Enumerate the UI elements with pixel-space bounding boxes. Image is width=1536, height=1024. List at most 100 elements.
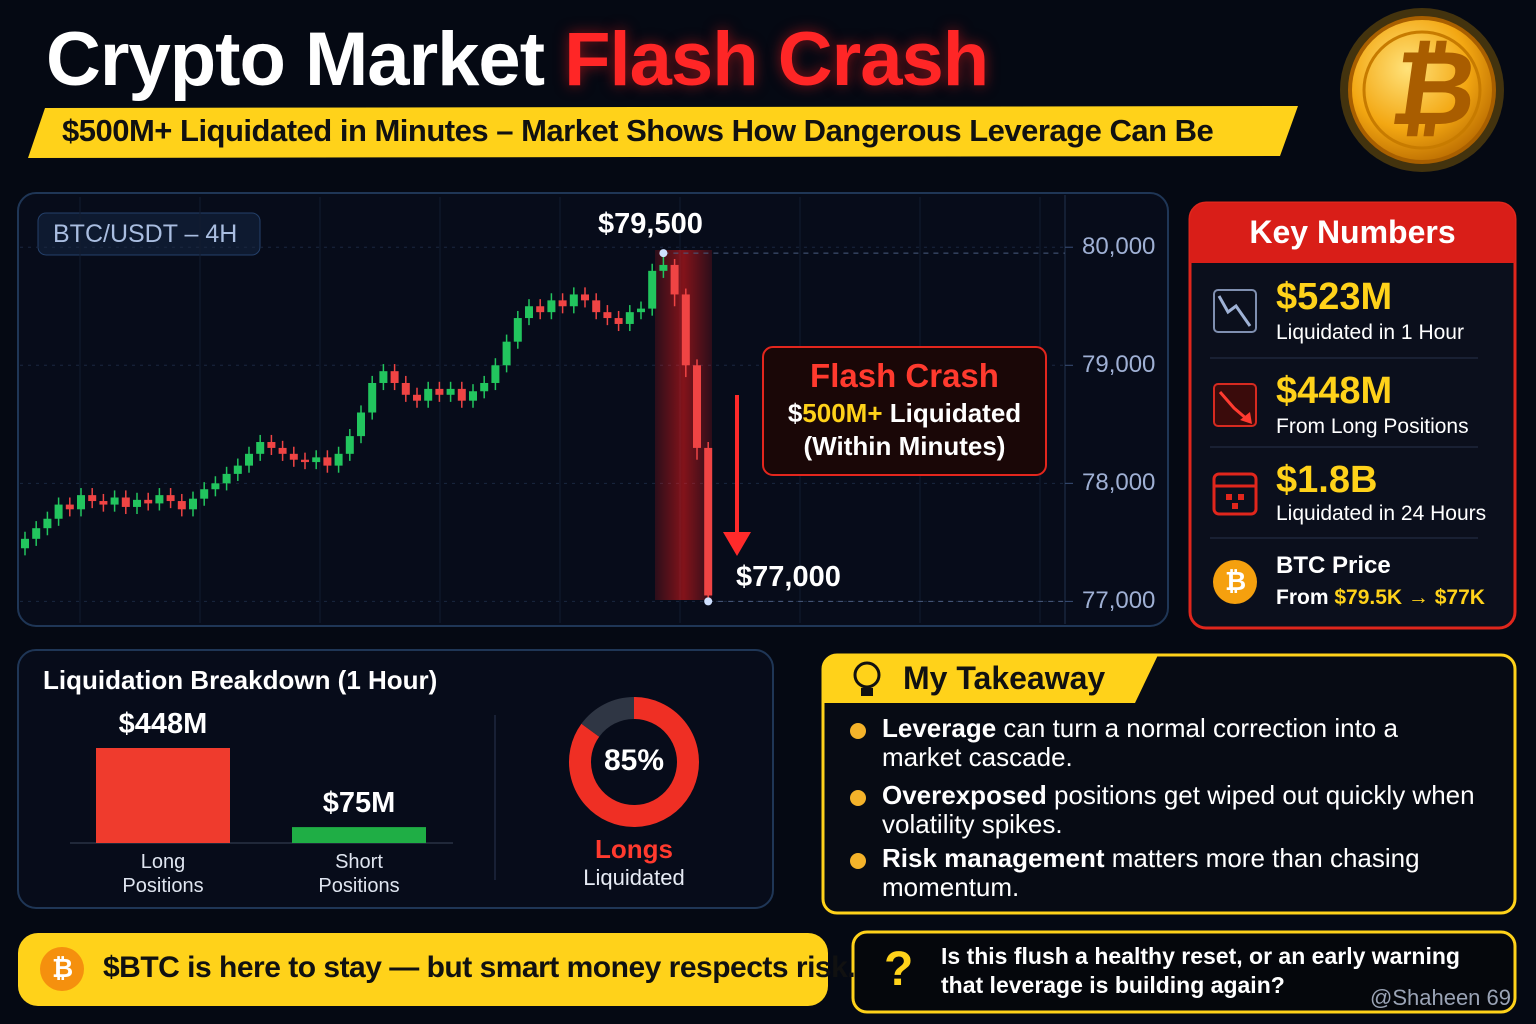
low-dot xyxy=(704,597,713,606)
takeaway-text: matters more than chasing momentum. xyxy=(882,843,1420,902)
statement-pill xyxy=(18,933,828,1006)
candle-body xyxy=(99,501,108,505)
donut-caption: Liquidated xyxy=(583,865,685,890)
title-white: Crypto Market xyxy=(46,17,545,102)
icon-calendar xyxy=(1212,472,1258,516)
y-tick-label: 77,000 xyxy=(1082,587,1156,615)
candle-body xyxy=(558,300,567,307)
bar xyxy=(96,748,230,843)
y-tick-label: 80,000 xyxy=(1082,233,1156,261)
candle-body xyxy=(379,371,388,383)
price-values: $79.5K → $77K xyxy=(1334,586,1485,609)
question-mark: ? xyxy=(884,943,914,996)
bulb-icon xyxy=(853,661,881,696)
candle-body xyxy=(435,388,444,395)
candle-body xyxy=(502,341,511,366)
candle-body xyxy=(233,465,242,474)
candle-body xyxy=(110,497,119,505)
candle-body xyxy=(77,495,85,510)
y-tick-label: 78,000 xyxy=(1082,469,1156,497)
y-tick-label: 79,000 xyxy=(1082,351,1156,379)
candle-body xyxy=(133,499,141,507)
takeaway-bold: Leverage xyxy=(882,713,997,743)
candle-body xyxy=(256,442,265,454)
takeaway-item: Risk management matters more than chasin… xyxy=(882,844,1482,902)
candle-body xyxy=(301,459,309,463)
candle-body xyxy=(693,365,701,448)
question: Is this flush a healthy reset, or an ear… xyxy=(941,943,1460,998)
candle-body xyxy=(569,294,578,307)
bar-value-label: $75M xyxy=(322,787,396,820)
coin xyxy=(1348,16,1496,164)
statement-coin xyxy=(40,947,84,991)
candle-body xyxy=(323,457,332,466)
key-value: $1.8B xyxy=(1276,459,1378,501)
candle-body xyxy=(121,497,130,507)
takeaway-tab xyxy=(823,655,1158,703)
candle-body xyxy=(32,528,41,539)
bullet xyxy=(850,853,866,869)
candle-body xyxy=(648,270,657,309)
candle-body xyxy=(21,538,29,549)
takeaway-item: Leverage can turn a normal correction in… xyxy=(882,714,1482,772)
takeaway-text: can turn a normal correction into a mark… xyxy=(882,713,1398,772)
subtitle: $500M+ Liquidated in Minutes – Market Sh… xyxy=(62,113,1214,148)
icon-coin xyxy=(1213,560,1257,604)
candle-body xyxy=(603,312,612,319)
title-red: Flash Crash xyxy=(564,17,989,102)
candle-body xyxy=(457,388,466,401)
price-from: From xyxy=(1276,586,1329,609)
bullet xyxy=(850,723,866,739)
candle-body xyxy=(704,447,713,596)
candle-body xyxy=(54,504,63,519)
candle-body xyxy=(637,308,645,313)
watermark: @Shaheen 69 xyxy=(1370,985,1512,1010)
coin-symbol: ₿ xyxy=(52,953,74,983)
candle-body xyxy=(334,453,343,466)
coin-symbol: ₿ xyxy=(1383,31,1485,147)
callout-highlight: 500M+ xyxy=(802,398,883,428)
candle-body xyxy=(491,365,500,383)
chart-panel xyxy=(17,192,1169,627)
bar-category-label: Long Positions xyxy=(122,851,204,897)
candle-body xyxy=(401,382,410,395)
callout-box xyxy=(762,346,1047,476)
icon-down-arrow xyxy=(1213,383,1257,427)
subtitle-banner xyxy=(28,106,1298,158)
candle-body xyxy=(245,453,253,466)
candle-body xyxy=(88,495,97,502)
donut-caption: Longs xyxy=(595,834,673,864)
candle-body xyxy=(413,394,421,401)
donut-value-label: 85% xyxy=(603,744,665,777)
candle-body xyxy=(65,504,74,510)
low-label: $77,000 xyxy=(736,561,841,593)
statement: $BTC is here to stay — but smart money r… xyxy=(103,951,856,984)
bar-category-label: Short Positions xyxy=(318,851,400,897)
donut-slice xyxy=(569,697,699,827)
bullet xyxy=(850,790,866,806)
candle-body xyxy=(144,499,153,504)
donut-slice xyxy=(581,697,635,738)
candle-body xyxy=(614,318,623,324)
crash-arrow-head xyxy=(723,532,751,556)
candle-body xyxy=(189,498,197,510)
candle-body xyxy=(659,264,668,271)
callout-title: Flash Crash xyxy=(810,357,999,394)
candle-body xyxy=(480,382,489,392)
coin-rim xyxy=(1362,30,1482,150)
candle-body xyxy=(345,436,354,454)
coin-symbol: ₿ xyxy=(1225,566,1247,596)
candle-body xyxy=(547,300,556,313)
candle-body xyxy=(43,518,52,529)
key-label: From Long Positions xyxy=(1276,415,1469,438)
callout-post: Liquidated xyxy=(889,398,1022,428)
takeaway-item: Overexposed positions get wiped out quic… xyxy=(882,781,1482,839)
candle-body xyxy=(469,391,477,401)
candle-body xyxy=(166,495,175,502)
candle-body xyxy=(424,388,433,401)
candle-body xyxy=(536,306,545,313)
candle-body xyxy=(446,388,455,395)
key-numbers-header xyxy=(1190,203,1515,263)
